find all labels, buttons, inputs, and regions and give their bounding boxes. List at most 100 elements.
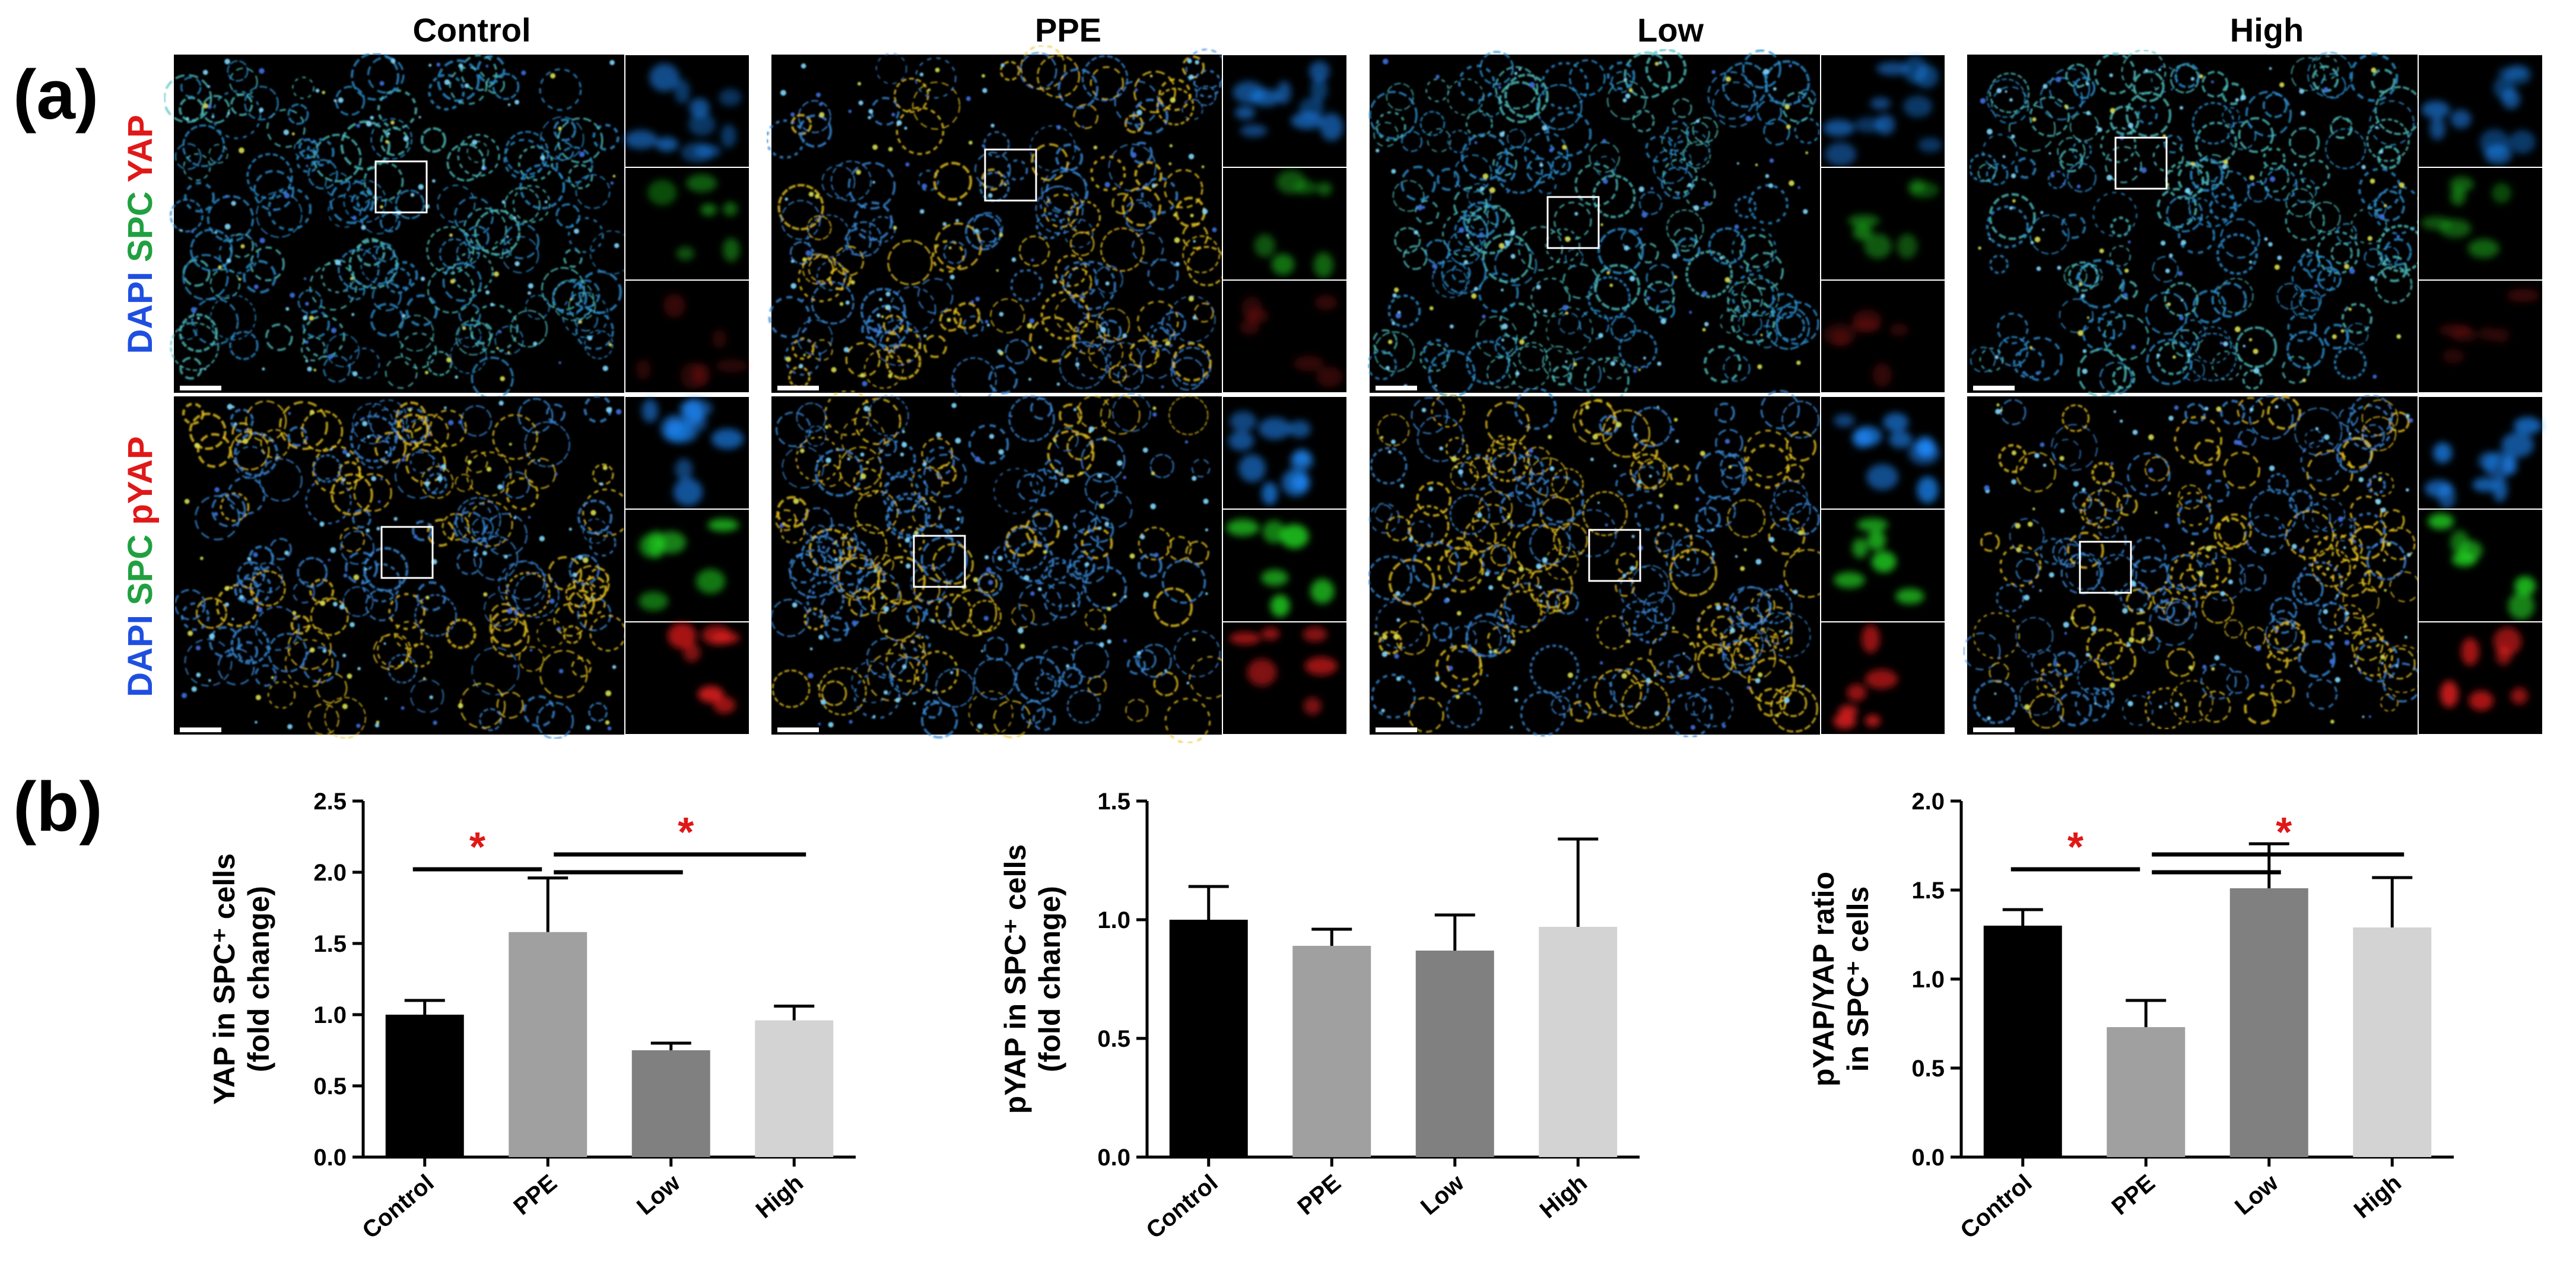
y-tick-label: 0.5 bbox=[313, 1073, 347, 1100]
y-tick-label: 0.0 bbox=[313, 1145, 347, 1171]
inset-yap bbox=[2418, 279, 2543, 393]
micrograph-insets bbox=[1222, 54, 1348, 393]
roi-box bbox=[1546, 196, 1600, 249]
inset-dapi bbox=[1820, 396, 1946, 510]
micrograph-grid bbox=[163, 45, 2543, 744]
inset-dapi bbox=[624, 396, 750, 510]
significance-star: * bbox=[678, 809, 694, 855]
inset-dapi bbox=[1222, 396, 1348, 510]
y-tick-label: 1.5 bbox=[1911, 878, 1945, 904]
bar-charts: 0.0 0.5 1.0 1.5 2.0 2.5 YAP in SPC⁺ cells(fold… bbox=[208, 789, 2454, 1244]
x-tick-label: Control bbox=[1141, 1170, 1222, 1244]
scale-bar bbox=[1973, 727, 2015, 732]
inset-dapi bbox=[1222, 54, 1348, 168]
roi-box bbox=[2114, 136, 2168, 190]
scale-bar bbox=[180, 386, 221, 390]
micrograph-main bbox=[1367, 387, 1832, 739]
group-header-high: High bbox=[2230, 11, 2304, 49]
y-tick-label: 0.0 bbox=[1911, 1145, 1945, 1171]
roi-box bbox=[374, 160, 428, 214]
inset-yap bbox=[1820, 279, 1946, 393]
roi-box bbox=[380, 526, 434, 579]
x-tick-label: PPE bbox=[2107, 1170, 2160, 1220]
inset-dapi bbox=[2418, 54, 2543, 168]
stain-spc: SPC bbox=[121, 535, 160, 605]
bar-ppe bbox=[509, 932, 587, 1157]
micrograph-insets bbox=[1820, 54, 1946, 393]
x-tick-label: High bbox=[1535, 1170, 1592, 1224]
significance-star: * bbox=[2276, 809, 2292, 855]
y-tick-label: 1.0 bbox=[1097, 907, 1130, 933]
y-tick-label: 0.5 bbox=[1097, 1026, 1130, 1052]
micrograph-main bbox=[765, 45, 1227, 403]
inset-yap bbox=[1222, 279, 1348, 393]
bar-chart-3: 0.0 0.5 1.0 1.5 2.0 pYAP/YAP ratioin SPC⁺ cel… bbox=[1807, 789, 2454, 1244]
roi-box bbox=[2079, 541, 2132, 594]
micrograph-group-headers: Control PPE Low High bbox=[412, 11, 2304, 49]
y-tick-label: 2.0 bbox=[1911, 789, 1945, 815]
inset-spc bbox=[1222, 509, 1348, 622]
panel-label-b: (b) bbox=[13, 768, 103, 846]
inset-dapi bbox=[2418, 396, 2543, 510]
inset-spc bbox=[624, 509, 750, 622]
inset-yap bbox=[624, 621, 750, 735]
stain-pyap: pYAP bbox=[121, 436, 160, 525]
inset-spc bbox=[2418, 509, 2543, 622]
bar-low bbox=[1415, 951, 1494, 1157]
y-tick-label: 1.0 bbox=[313, 1002, 347, 1028]
significance-star: * bbox=[2067, 824, 2084, 870]
micrograph-insets bbox=[2418, 54, 2543, 393]
inset-yap bbox=[624, 279, 750, 393]
bar-low bbox=[631, 1050, 710, 1157]
y-tick-label: 2.0 bbox=[313, 860, 347, 886]
stain-spc: SPC bbox=[121, 192, 160, 262]
stain-yap: YAP bbox=[121, 115, 160, 183]
micrograph-main bbox=[163, 52, 634, 400]
x-tick-label: Control bbox=[357, 1170, 439, 1244]
row-stain-label-pyap: DAPI SPC pYAP bbox=[121, 436, 160, 697]
inset-spc bbox=[1820, 167, 1946, 281]
inset-dapi bbox=[624, 54, 750, 168]
bar-high bbox=[2353, 927, 2432, 1157]
micrograph-main bbox=[1967, 49, 2425, 398]
scale-bar bbox=[777, 727, 819, 732]
y-tick-label: 2.5 bbox=[313, 789, 347, 815]
scale-bar bbox=[1376, 727, 1417, 732]
micrograph-main bbox=[1367, 48, 1821, 403]
inset-yap bbox=[1820, 621, 1946, 735]
x-tick-label: High bbox=[751, 1170, 808, 1224]
group-header-ppe: PPE bbox=[1035, 11, 1101, 49]
roi-box bbox=[984, 148, 1037, 202]
y-tick-label: 0.5 bbox=[1911, 1056, 1945, 1082]
micrograph-main bbox=[770, 389, 1232, 744]
bar-high bbox=[755, 1020, 834, 1157]
y-axis-label: pYAP in SPC⁺ cells(fold change) bbox=[999, 844, 1066, 1114]
bar-chart-1: 0.0 0.5 1.0 1.5 2.0 2.5 YAP in SPC⁺ cells(fold… bbox=[208, 789, 856, 1244]
micrograph-main bbox=[1962, 394, 2426, 735]
y-tick-label: 1.5 bbox=[313, 931, 347, 957]
inset-spc bbox=[1820, 509, 1946, 622]
inset-spc bbox=[624, 167, 750, 281]
bar-high bbox=[1539, 927, 1618, 1157]
roi-box bbox=[1588, 529, 1641, 582]
y-tick-label: 1.5 bbox=[1097, 789, 1130, 815]
inset-yap bbox=[1222, 621, 1348, 735]
micrograph-insets bbox=[2418, 396, 2543, 735]
scale-bar bbox=[180, 727, 221, 732]
bar-chart-2: 0.0 0.5 1.0 1.5 pYAP in SPC⁺ cells(fold chan… bbox=[999, 789, 1640, 1244]
scale-bar bbox=[1973, 386, 2015, 390]
x-tick-label: PPE bbox=[1292, 1170, 1346, 1220]
x-tick-label: High bbox=[2349, 1170, 2406, 1224]
x-tick-label: Control bbox=[1955, 1170, 2037, 1244]
bar-ppe bbox=[1292, 946, 1371, 1157]
y-axis-label: YAP in SPC⁺ cells(fold change) bbox=[208, 853, 275, 1105]
bar-control bbox=[385, 1015, 464, 1157]
y-tick-label: 0.0 bbox=[1097, 1145, 1130, 1171]
micrograph-insets bbox=[624, 396, 750, 735]
significance-star: * bbox=[469, 824, 486, 870]
micrograph-main bbox=[174, 395, 631, 740]
y-axis-label: pYAP/YAP ratioin SPC⁺ cells bbox=[1807, 872, 1875, 1086]
stain-dapi: DAPI bbox=[121, 615, 160, 697]
bar-control bbox=[1983, 926, 2062, 1157]
